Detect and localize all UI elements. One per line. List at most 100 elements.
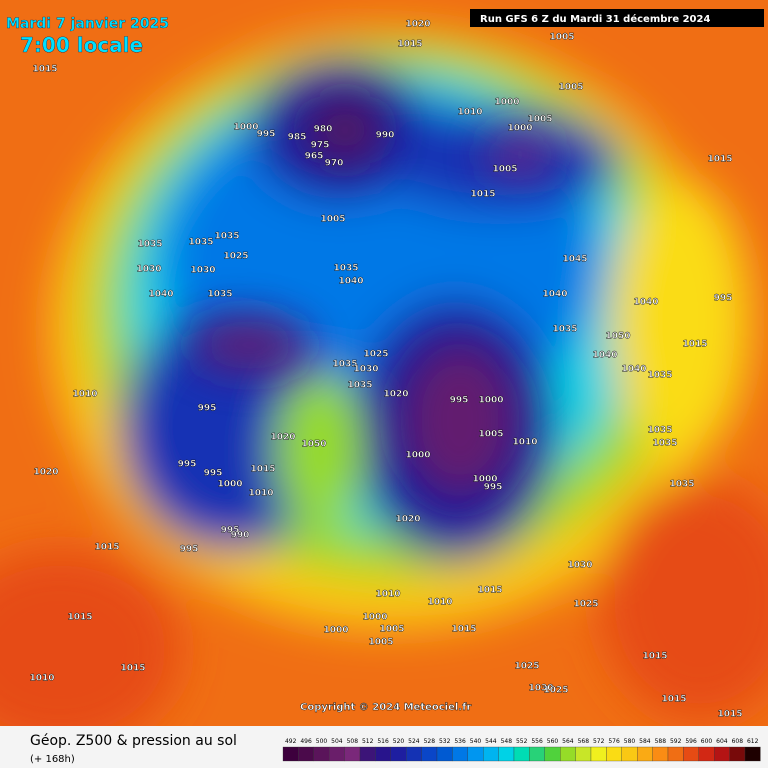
isobar-labels: 1020 1015 1005 1015 1005 1010 1000 1005 1000 1000… xyxy=(29,19,742,720)
scale-label: 584 xyxy=(639,738,651,745)
isobar-label: 1015 xyxy=(120,664,145,674)
isobar-label: 1040 xyxy=(542,290,567,300)
isobar-label: 1005 xyxy=(320,215,345,225)
scale-label: 504 xyxy=(331,738,343,745)
scale-label: 552 xyxy=(516,738,528,745)
scale-cell xyxy=(452,746,468,762)
scale-cell xyxy=(652,746,669,762)
scale-cell xyxy=(575,746,592,762)
isobar-label: 1035 xyxy=(207,290,232,300)
isobar-label: 995 xyxy=(221,526,240,536)
isobar-label: 1035 xyxy=(552,325,577,335)
isobar-label: 1010 xyxy=(248,489,273,499)
isobar-label: 1010 xyxy=(375,590,400,600)
time-label: 7:00 locale xyxy=(20,33,143,57)
isobar-label: 1010 xyxy=(29,674,54,684)
scale-label: 512 xyxy=(362,738,374,745)
scale-label: 568 xyxy=(578,738,590,745)
scale-cell xyxy=(667,746,684,762)
isobar-label: 1035 xyxy=(137,240,162,250)
isobar-label: 1035 xyxy=(333,264,358,274)
scale-cell xyxy=(421,746,438,762)
scale-label: 564 xyxy=(562,738,574,745)
scale-cell xyxy=(498,746,515,762)
isobar-label: 1020 xyxy=(395,515,420,525)
isobar-label: 980 xyxy=(314,125,333,135)
scale-label: 524 xyxy=(408,738,420,745)
isobar-label: 1020 xyxy=(33,468,58,478)
isobar-label: 1015 xyxy=(642,652,667,662)
isobar-label: 1035 xyxy=(347,381,372,391)
isobar-label: 1015 xyxy=(32,65,57,75)
isobar-label: 1005 xyxy=(558,83,583,93)
isobar-label: 1045 xyxy=(562,255,587,265)
scale-cell xyxy=(621,746,638,762)
isobar-label: 1015 xyxy=(717,710,742,720)
isobar-label: 1000 xyxy=(217,480,242,490)
isobar-label: 995 xyxy=(198,404,217,414)
legend-title: Géop. Z500 & pression au sol xyxy=(30,733,237,749)
scale-label: 492 xyxy=(285,738,297,745)
scale-cell xyxy=(744,746,761,762)
scale-label: 528 xyxy=(424,738,436,745)
isobar-label: 1025 xyxy=(514,662,539,672)
scale-label: 516 xyxy=(377,738,389,745)
scale-cell xyxy=(606,746,622,762)
scale-label: 600 xyxy=(701,738,713,745)
run-label: Run GFS 6 Z du Mardi 31 décembre 2024 xyxy=(480,13,710,25)
isobar-label: 1040 xyxy=(148,290,173,300)
isobar-label: 1015 xyxy=(250,465,275,475)
isobar-label: 1020 xyxy=(270,433,295,443)
scale-cell xyxy=(436,746,453,762)
isobar-label: 1005 xyxy=(527,115,552,125)
scale-cell xyxy=(344,746,361,762)
scale-label: 556 xyxy=(531,738,543,745)
scale-label: 532 xyxy=(439,738,451,745)
isobar-label: 1050 xyxy=(301,440,326,450)
isobar-label: 1030 xyxy=(136,265,161,275)
scale-cell xyxy=(513,746,530,762)
scale-label: 576 xyxy=(608,738,620,745)
scale-cell xyxy=(467,746,484,762)
scale-label: 560 xyxy=(547,738,559,745)
scale-cell xyxy=(483,746,499,762)
scale-cell xyxy=(529,746,545,762)
scale-cell xyxy=(637,746,653,762)
date-label: Mardi 7 janvier 2025 xyxy=(6,16,169,32)
isobar-label: 1035 xyxy=(647,371,672,381)
isobar-label: 1040 xyxy=(592,351,617,361)
scale-label: 508 xyxy=(347,738,359,745)
isobar-label: 1030 xyxy=(528,684,553,694)
scale-cell xyxy=(329,746,345,762)
isobar-label: 1000 xyxy=(233,123,258,133)
isobar-label: 990 xyxy=(376,131,395,141)
isobar-label: 1005 xyxy=(478,430,503,440)
z500-field xyxy=(0,0,768,750)
isobar-label: 1040 xyxy=(338,277,363,287)
scale-cell xyxy=(359,746,376,762)
scale-label: 572 xyxy=(593,738,605,745)
scale-label: 596 xyxy=(685,738,697,745)
isobar-label: 1005 xyxy=(549,33,574,43)
scale-cell xyxy=(544,746,561,762)
isobar-label: 995 xyxy=(178,460,197,470)
scale-label: 496 xyxy=(300,738,312,745)
scale-label: 608 xyxy=(732,738,744,745)
scale-cell xyxy=(683,746,699,762)
scale-cell xyxy=(390,746,407,762)
copyright: Copyright © 2024 Meteociel.fr xyxy=(300,702,471,713)
legend-subtitle: (+ 168h) xyxy=(30,754,75,765)
isobar-label: 1015 xyxy=(682,340,707,350)
scale-label: 540 xyxy=(470,738,482,745)
isobar-label: 1035 xyxy=(652,439,677,449)
scale-label: 604 xyxy=(716,738,728,745)
isobar-label: 1025 xyxy=(223,252,248,262)
isobar-label: 1020 xyxy=(383,390,408,400)
isobar-label: 1025 xyxy=(543,686,568,696)
scale-label: 548 xyxy=(501,738,513,745)
scale-cell xyxy=(729,746,746,762)
isobar-label: 1025 xyxy=(363,350,388,360)
isobar-label: 1015 xyxy=(67,613,92,623)
isobar-label: 1000 xyxy=(362,613,387,623)
